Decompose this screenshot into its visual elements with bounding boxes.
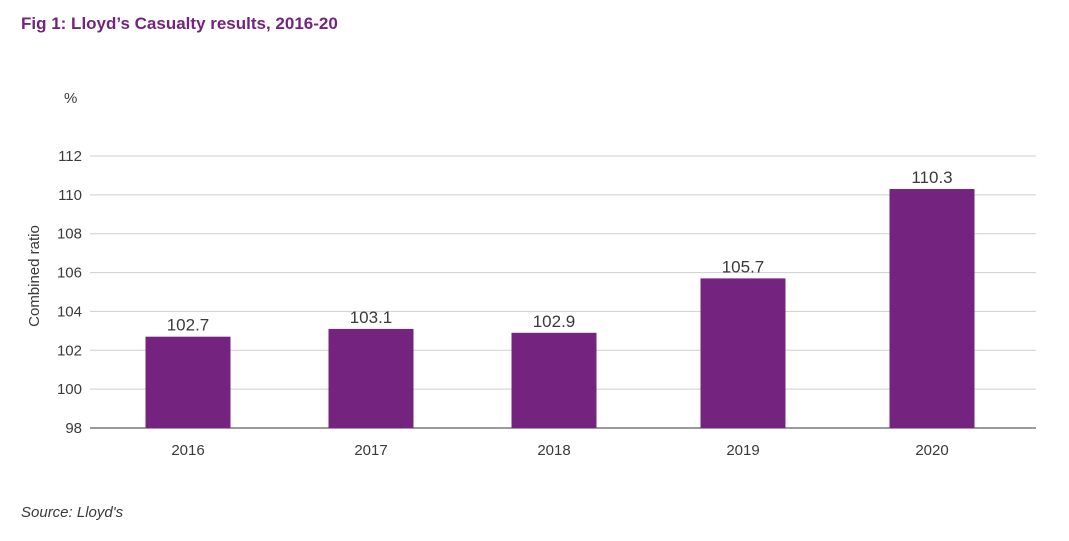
- x-tick-label: 2019: [726, 442, 759, 459]
- y-tick-label: 110: [58, 187, 82, 204]
- x-tick-label: 2018: [537, 442, 570, 459]
- gridlines: [90, 155, 1036, 429]
- bars: [145, 189, 975, 428]
- unit-label: %: [64, 90, 78, 107]
- y-tick-label: 112: [58, 148, 82, 165]
- data-label: 102.7: [167, 316, 210, 335]
- data-label: 110.3: [911, 168, 952, 187]
- y-tick-label: 104: [57, 303, 82, 320]
- bar-2020: [889, 189, 975, 428]
- y-tick-label: 100: [57, 381, 82, 398]
- bar-2017: [328, 328, 414, 428]
- x-tick-label: 2017: [354, 442, 387, 459]
- x-tick-label: 2016: [171, 442, 204, 459]
- bar-2018: [511, 332, 597, 428]
- bar-2019: [700, 278, 786, 428]
- y-tick-label: 98: [65, 420, 82, 437]
- bar-2016: [145, 336, 231, 428]
- y-tick-label: 106: [57, 265, 82, 282]
- chart-title: Fig 1: Lloyd’s Casualty results, 2016-20: [21, 14, 338, 33]
- source-note: Source: Lloyd's: [21, 504, 124, 521]
- data-label: 102.9: [533, 312, 576, 331]
- x-tick-label: 2020: [915, 442, 948, 459]
- labels: 98 100 102 104 106 108 110 112 102.7 2016 103.1 201…: [57, 148, 953, 459]
- y-axis-title: Combined ratio: [26, 225, 43, 327]
- y-tick-label: 102: [57, 342, 82, 359]
- y-tick-label: 108: [57, 226, 82, 243]
- data-label: 103.1: [350, 308, 393, 327]
- data-label: 105.7: [722, 257, 765, 276]
